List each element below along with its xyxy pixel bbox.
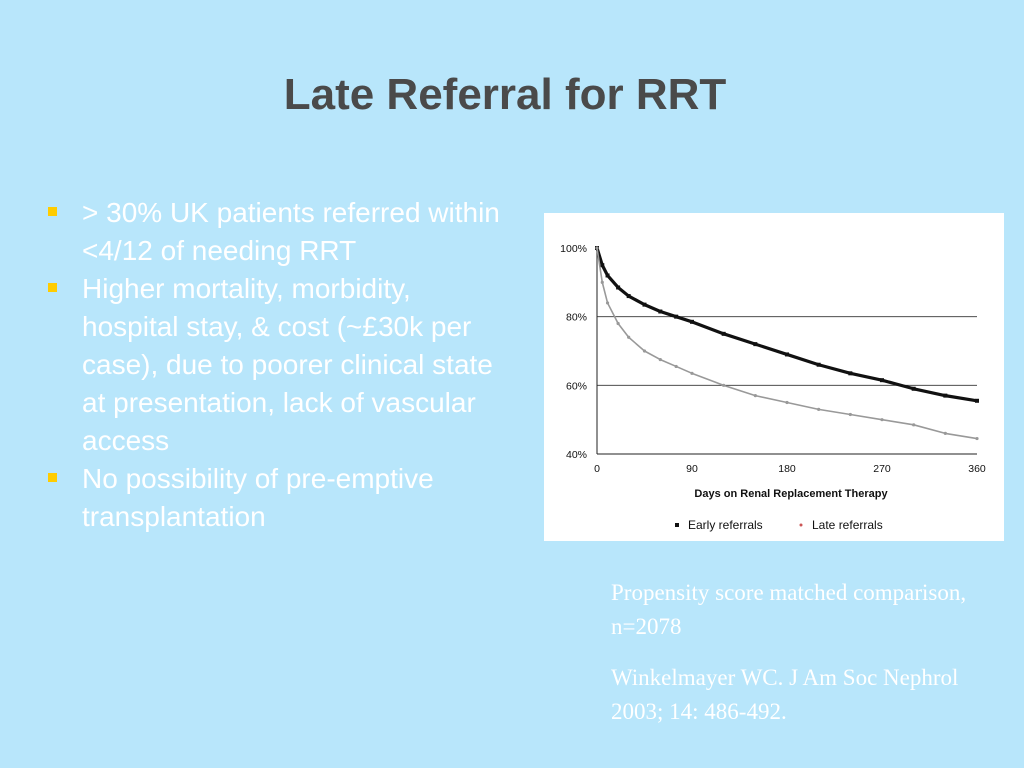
bullet-item: No possibility of pre-emptive transplant… — [44, 460, 504, 536]
data-point — [642, 302, 647, 307]
bullet-item: Higher mortality, morbidity, hospital st… — [44, 270, 504, 460]
citation-text: Winkelmayer WC. J Am Soc Nephrol 2003; 1… — [611, 665, 959, 724]
bullet-text: No possibility of pre-emptive transplant… — [82, 463, 434, 532]
slide-title: Late Referral for RRT — [283, 70, 727, 119]
data-point — [880, 378, 884, 383]
data-point — [975, 436, 979, 441]
data-point — [943, 393, 948, 398]
series-line-late-referrals — [596, 247, 978, 440]
series-line-early-referrals — [595, 247, 978, 403]
bullet-square-icon — [48, 207, 57, 216]
data-point — [642, 349, 647, 353]
data-point — [595, 246, 599, 250]
data-point — [848, 371, 853, 376]
y-tick-label: 100% — [560, 243, 587, 255]
data-point — [785, 400, 789, 405]
x-axis-title: Days on Renal Replacement Therapy — [694, 488, 888, 500]
data-point — [600, 280, 604, 284]
bullet-square-icon — [48, 283, 57, 292]
y-tick-label: 80% — [566, 312, 587, 324]
data-point — [817, 407, 821, 411]
data-point — [880, 418, 884, 422]
x-tick-label: 360 — [968, 463, 986, 475]
data-point — [674, 314, 679, 319]
legend-marker-dot-icon — [799, 523, 803, 527]
x-tick-label: 90 — [686, 463, 698, 475]
data-point — [616, 321, 620, 326]
data-point — [627, 335, 631, 339]
x-tick-label: 0 — [594, 463, 600, 475]
survival-chart: 40% 60% 80% 100% 0 90 180 270 360 Days on Renal … — [544, 213, 1004, 541]
data-point — [912, 423, 916, 427]
data-point — [721, 331, 726, 336]
data-point — [674, 364, 678, 369]
data-point — [616, 285, 621, 290]
data-point — [626, 294, 631, 299]
legend-label: Late referrals — [812, 518, 883, 532]
data-point — [753, 342, 758, 347]
data-point — [848, 412, 852, 417]
data-point — [911, 386, 916, 391]
bullet-item: > 30% UK patients referred within <4/12 … — [44, 194, 504, 270]
bullet-square-icon — [48, 473, 57, 482]
data-point — [605, 273, 610, 278]
chart-canvas: 40% 60% 80% 100% 0 90 180 270 360 Days on Renal … — [560, 243, 986, 532]
bullet-text: > 30% UK patients referred within <4/12 … — [82, 197, 500, 266]
data-point — [753, 394, 757, 398]
data-point — [816, 362, 821, 367]
legend-marker-square-icon — [675, 523, 679, 527]
data-point — [690, 319, 694, 324]
y-tick-label: 40% — [566, 449, 587, 461]
caption-text: Propensity score matched comparison, n=2… — [611, 580, 967, 639]
data-point — [600, 263, 605, 268]
data-point — [658, 357, 662, 362]
chart-tick-labels: 40% 60% 80% 100% 0 90 180 270 360 — [560, 243, 986, 475]
data-point — [785, 352, 789, 357]
data-point — [975, 398, 979, 403]
chart-legend: Early referrals Late referrals — [675, 518, 883, 532]
y-tick-label: 60% — [566, 380, 587, 392]
data-point — [943, 431, 947, 435]
data-point — [690, 371, 694, 375]
chart-gridlines — [597, 316, 977, 386]
x-tick-label: 270 — [873, 463, 891, 475]
data-point — [722, 383, 726, 387]
data-point — [605, 301, 610, 305]
chart-series — [595, 246, 979, 441]
chart-axes — [596, 248, 977, 455]
data-point — [658, 309, 663, 314]
bullet-text: Higher mortality, morbidity, hospital st… — [82, 273, 493, 456]
bullet-list: > 30% UK patients referred within <4/12 … — [44, 194, 504, 536]
legend-label: Early referrals — [688, 518, 763, 532]
x-tick-label: 180 — [778, 463, 796, 475]
